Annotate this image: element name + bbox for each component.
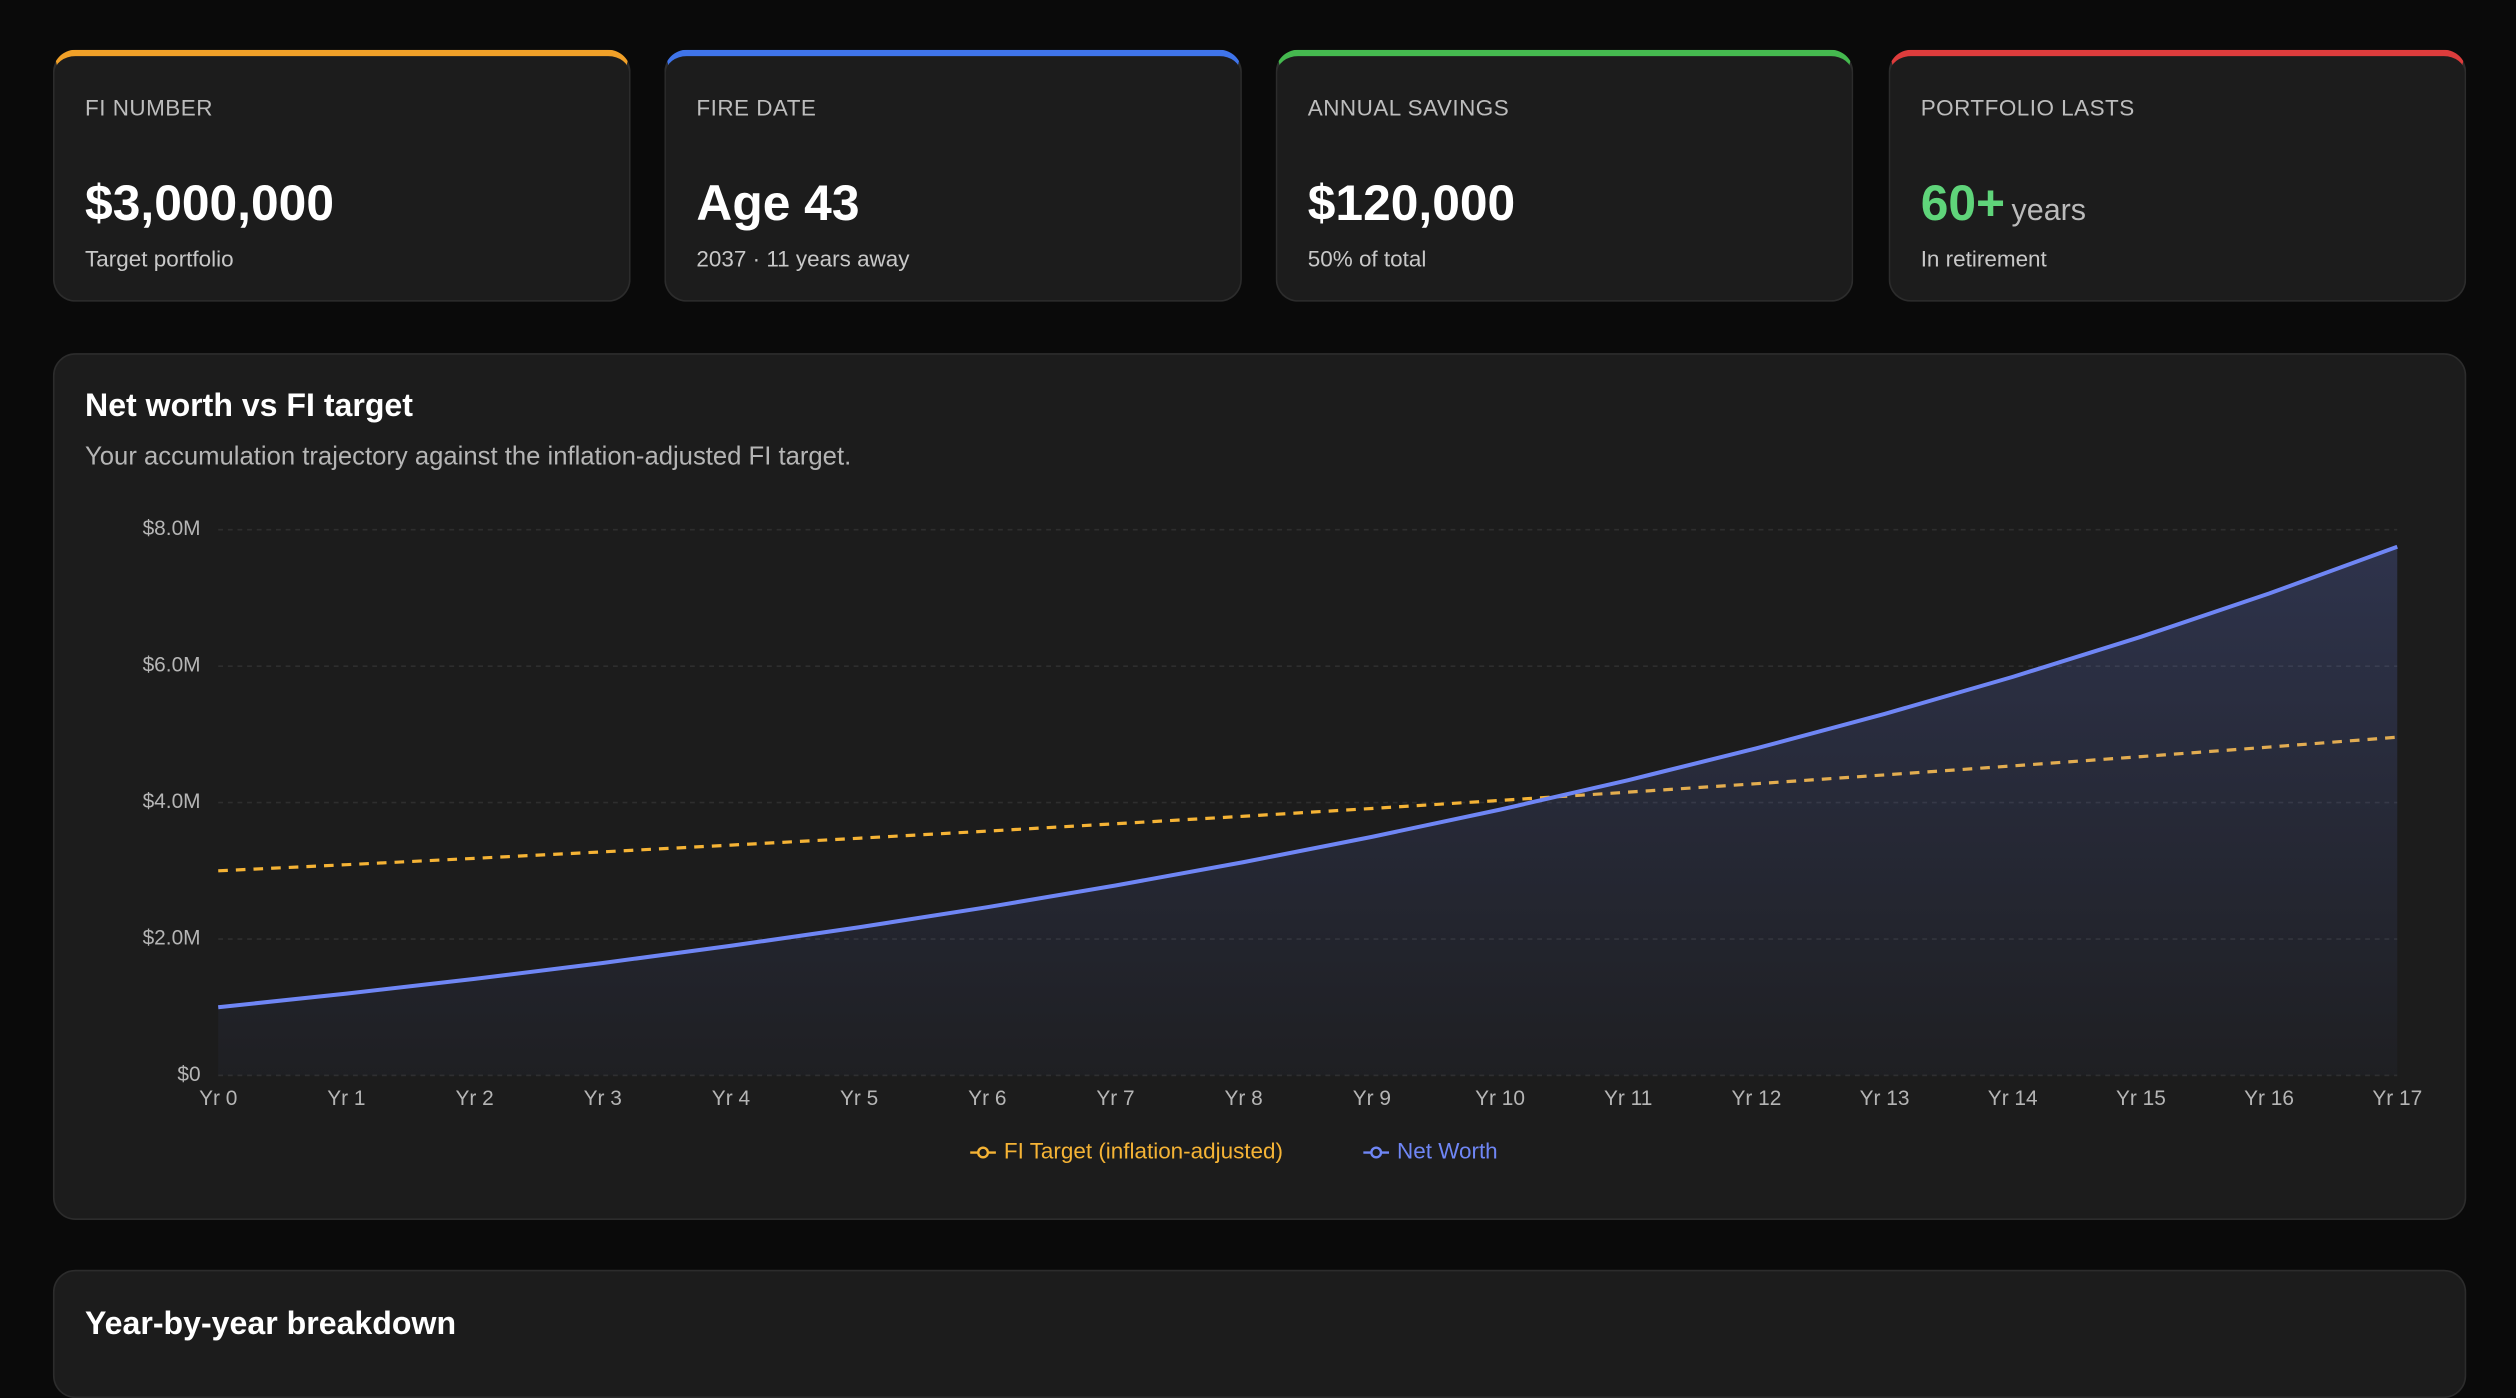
x-tick-label: Yr 14 xyxy=(1988,1087,2038,1110)
card-note: Target portfolio xyxy=(85,245,234,272)
section-title: Year-by-year breakdown xyxy=(85,1306,457,1342)
x-tick-label: Yr 7 xyxy=(1096,1087,1134,1110)
card-value: Age 43 xyxy=(696,174,860,232)
chart-panel: Net worth vs FI target Your accumulation… xyxy=(52,353,2467,1220)
y-tick-label: $6.0M xyxy=(143,654,201,677)
stat-card: PORTFOLIO LASTS 60+ years In retirement xyxy=(1888,49,2467,302)
card-label: PORTFOLIO LASTS xyxy=(1920,94,2135,121)
x-tick-label: Yr 4 xyxy=(712,1087,750,1110)
card-unit: years xyxy=(2011,194,2087,228)
x-tick-label: Yr 9 xyxy=(1353,1087,1391,1110)
x-tick-label: Yr 8 xyxy=(1225,1087,1263,1110)
area xyxy=(218,546,2398,1076)
x-tick-label: Yr 5 xyxy=(840,1087,878,1110)
card-value-row: 60+ years xyxy=(1921,175,2086,233)
x-tick-label: Yr 3 xyxy=(584,1087,622,1110)
breakdown-panel: Year-by-year breakdown xyxy=(52,1269,2467,1398)
x-tick-label: Yr 13 xyxy=(1860,1087,1910,1110)
x-tick-label: Yr 1 xyxy=(327,1087,365,1110)
x-tick-label: Yr 10 xyxy=(1475,1087,1525,1110)
card-label: ANNUAL SAVINGS xyxy=(1307,94,1510,121)
chart-title: Net worth vs FI target xyxy=(85,387,413,423)
x-tick-label: Yr 16 xyxy=(2244,1087,2294,1110)
y-tick-label: $0 xyxy=(177,1063,200,1086)
card-label: FIRE DATE xyxy=(696,94,817,121)
y-tick-label: $4.0M xyxy=(143,790,201,813)
line xyxy=(218,544,2398,1010)
card-value: $3,000,000 xyxy=(85,174,335,232)
card-note: In retirement xyxy=(1920,245,2047,272)
x-tick-label: Yr 12 xyxy=(1731,1087,1781,1110)
chart-subtitle: Your accumulation trajectory against the… xyxy=(85,442,851,470)
stat-card: FIRE DATE Age 43 2037 · 11 years away xyxy=(664,49,1242,302)
card-note: 2037 · 11 years away xyxy=(696,245,910,272)
y-tick-label: $2.0M xyxy=(143,927,201,950)
legend-label: FI Target (inflation-adjusted) xyxy=(1004,1138,1283,1163)
card-label: FI NUMBER xyxy=(85,94,213,121)
x-tick-label: Yr 0 xyxy=(199,1087,237,1110)
chart: Net worth vs FI target Your accumulation… xyxy=(85,387,2422,1163)
x-tick-label: Yr 11 xyxy=(1604,1087,1652,1110)
x-tick-label: Yr 15 xyxy=(2116,1087,2166,1110)
page: FI NUMBER $3,000,000 Target portfolio FI… xyxy=(52,49,2467,1398)
x-tick-label: Yr 2 xyxy=(455,1087,493,1110)
legend-marker xyxy=(1370,1146,1383,1159)
y-tick-label: $8.0M xyxy=(143,517,201,540)
dashboard: FI NUMBER $3,000,000 Target portfolio FI… xyxy=(52,49,2467,1398)
legend-label: Net Worth xyxy=(1397,1138,1498,1163)
card-note: 50% of total xyxy=(1307,245,1427,272)
stat-card: ANNUAL SAVINGS $120,000 50% of total xyxy=(1275,49,1854,302)
x-tick-label: Yr 6 xyxy=(968,1087,1006,1110)
card-value: 60+ xyxy=(1920,174,2006,232)
legend-marker xyxy=(977,1146,990,1159)
card-value: $120,000 xyxy=(1307,174,1516,232)
x-tick-label: Yr 17 xyxy=(2372,1087,2422,1110)
stat-card: FI NUMBER $3,000,000 Target portfolio xyxy=(52,49,631,302)
